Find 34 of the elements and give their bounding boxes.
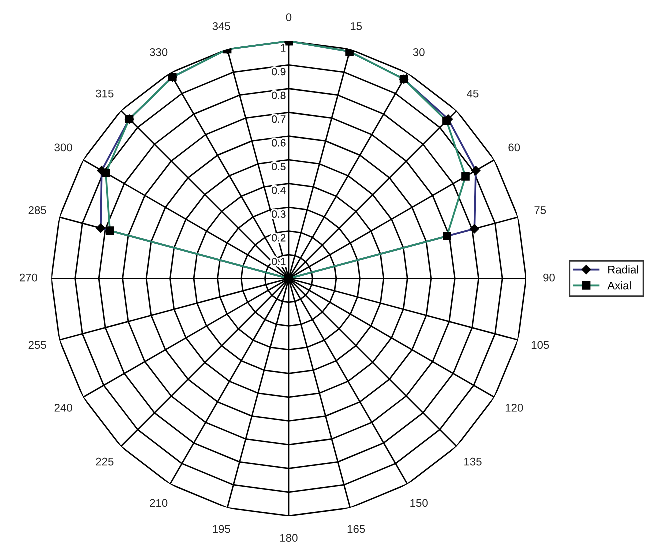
spoke-label: 15 <box>350 22 362 30</box>
spoke-label: 75 <box>534 206 546 214</box>
spoke-label: 255 <box>28 341 46 350</box>
y-tick-label: 0.3 <box>272 210 286 218</box>
spoke-label: 30 <box>413 48 425 56</box>
y-tick-label: 0.7 <box>272 116 286 124</box>
spoke-label: 270 <box>20 274 38 282</box>
spoke-label: 0 <box>286 14 292 22</box>
y-tick-label: 1 <box>281 44 286 52</box>
spoke-label: 195 <box>213 525 230 534</box>
spoke-label: 180 <box>280 534 298 542</box>
y-tick-label: 0.4 <box>272 186 286 194</box>
spoke-label: 90 <box>544 274 555 282</box>
legend-label: Radial <box>608 266 638 274</box>
legend-label: Axial <box>608 282 631 290</box>
y-tick-label: 0.9 <box>272 68 286 76</box>
spoke-label: 300 <box>54 144 72 152</box>
spoke-label: 285 <box>28 206 46 214</box>
y-tick-label: 0.6 <box>272 139 286 147</box>
spoke-label: 315 <box>96 90 114 98</box>
y-tick-label: 0.8 <box>272 92 286 100</box>
spoke-label: 330 <box>150 48 168 56</box>
spoke-label: 165 <box>348 525 366 534</box>
spoke-label: 60 <box>508 144 520 152</box>
spoke-label: 345 <box>212 22 230 30</box>
spoke-label: 150 <box>410 499 428 508</box>
spoke-label: 240 <box>54 404 72 412</box>
y-tick-label: 0.5 <box>272 163 286 171</box>
spoke-label: 210 <box>150 499 168 508</box>
spoke-label: 120 <box>506 404 524 412</box>
spoke-label: 45 <box>467 90 479 98</box>
spoke-label: 225 <box>96 458 114 466</box>
spoke-label: 105 <box>532 341 550 350</box>
spoke-label: 135 <box>464 458 482 466</box>
